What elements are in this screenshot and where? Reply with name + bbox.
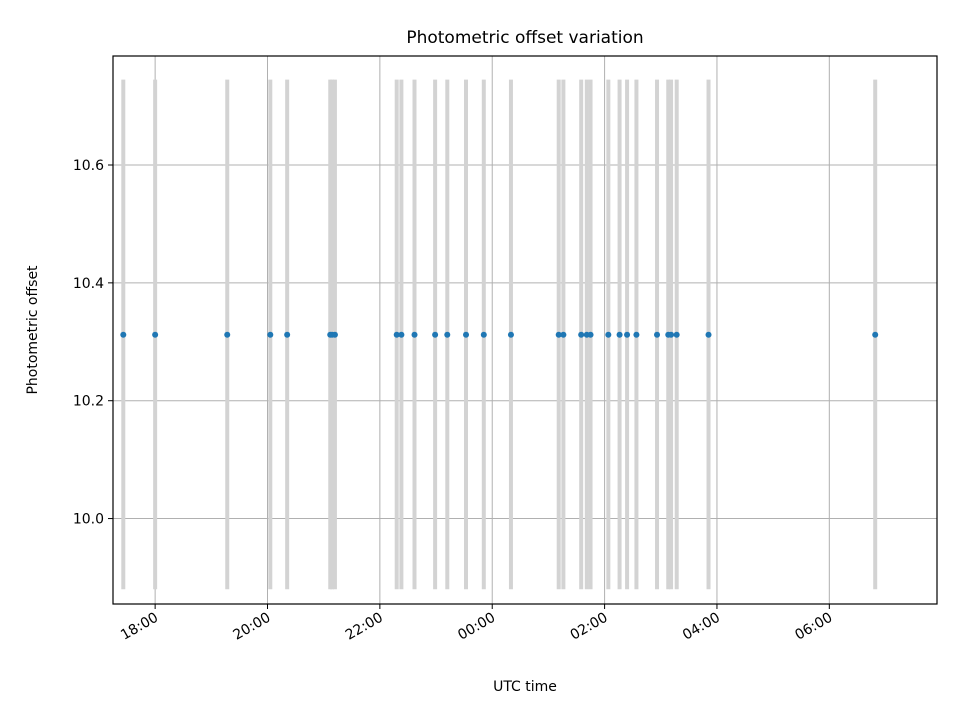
x-axis-label: UTC time bbox=[493, 679, 557, 695]
data-point bbox=[411, 331, 418, 338]
data-point bbox=[668, 331, 675, 338]
data-point bbox=[152, 331, 159, 338]
chart-title: Photometric offset variation bbox=[406, 28, 643, 48]
data-point bbox=[444, 331, 451, 338]
data-points bbox=[120, 331, 879, 338]
data-point bbox=[507, 331, 514, 338]
data-point bbox=[616, 331, 623, 338]
data-point bbox=[673, 331, 680, 338]
data-point bbox=[578, 331, 585, 338]
data-point bbox=[605, 331, 612, 338]
data-point bbox=[872, 331, 879, 338]
data-point bbox=[705, 331, 712, 338]
data-point bbox=[624, 331, 631, 338]
y-tick-label: 10.4 bbox=[73, 276, 104, 292]
data-point bbox=[398, 331, 405, 338]
data-point bbox=[432, 331, 439, 338]
data-point bbox=[224, 331, 231, 338]
data-point bbox=[633, 331, 640, 338]
y-tick-label: 10.6 bbox=[73, 158, 104, 174]
data-point bbox=[480, 331, 487, 338]
data-point bbox=[560, 331, 567, 338]
data-point bbox=[555, 331, 562, 338]
data-point bbox=[654, 331, 661, 338]
data-point bbox=[284, 331, 291, 338]
data-point bbox=[267, 331, 274, 338]
y-tick-label: 10.2 bbox=[73, 394, 104, 410]
grid bbox=[113, 56, 937, 604]
data-point bbox=[463, 331, 470, 338]
y-tick-label: 10.0 bbox=[73, 512, 104, 528]
data-point bbox=[120, 331, 127, 338]
data-point bbox=[393, 331, 400, 338]
data-point bbox=[587, 331, 594, 338]
y-axis-label: Photometric offset bbox=[25, 265, 41, 395]
plot-frame bbox=[112, 55, 938, 605]
y-axis-ticks: 10.0 10.2 10.4 10.6 bbox=[73, 158, 113, 528]
data-point bbox=[331, 331, 338, 338]
